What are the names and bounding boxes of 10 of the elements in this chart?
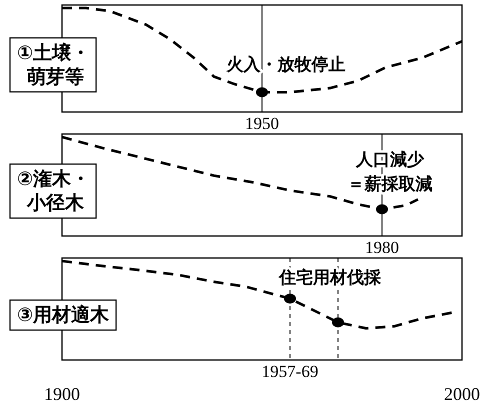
ref-line-label: 1957-69 xyxy=(262,362,318,381)
x-tick-label: 1900 xyxy=(44,384,80,404)
x-tick-label: 2000 xyxy=(444,384,480,404)
text: ②潅木・小径木 xyxy=(17,168,90,214)
text: ①土壌・萌芽等 xyxy=(17,42,90,88)
annotation: 住宅用材伐採 xyxy=(278,268,382,288)
ref-line-label: 1950 xyxy=(245,114,279,133)
text: ③用材適木 xyxy=(17,304,110,326)
annotation: 火入・放牧停止 xyxy=(226,55,346,76)
ref-line-label: 1980 xyxy=(365,238,399,257)
